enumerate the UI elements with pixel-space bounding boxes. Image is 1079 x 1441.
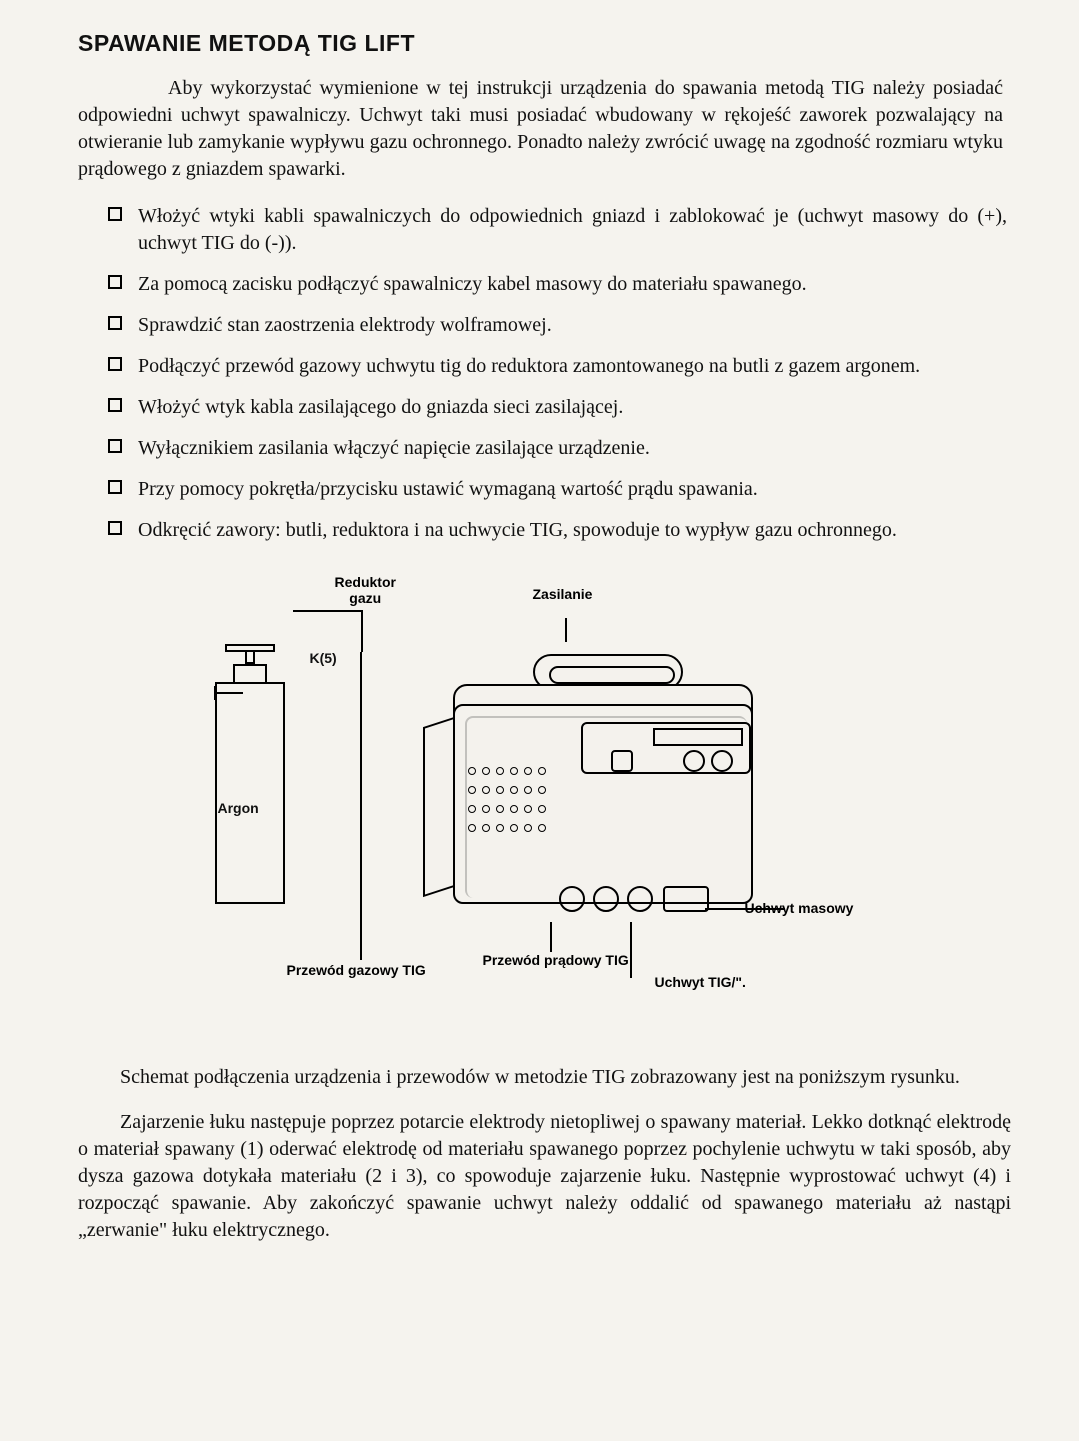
checklist-item: Sprawdzić stan zaostrzenia elektrody wol… — [108, 312, 1007, 339]
gas-hose-line — [360, 652, 362, 960]
checklist-item: Za pomocą zacisku podłączyć spawalniczy … — [108, 271, 1007, 298]
label-uchwyt-tig: Uchwyt TIG/". — [655, 974, 746, 990]
line-reduktor — [293, 610, 361, 612]
caption-paragraph: Schemat podłączenia urządzenia i przewod… — [78, 1064, 1011, 1091]
label-przewod-pradowy: Przewód prądowy TIG — [483, 952, 629, 968]
checklist: Włożyć wtyki kabli spawalniczych do odpo… — [78, 203, 1011, 544]
line-power — [565, 618, 567, 642]
label-reduktor: Reduktor gazu — [335, 574, 396, 606]
line-reduktor — [361, 610, 363, 652]
label-uchwyt-masowy: Uchwyt masowy — [745, 900, 854, 916]
connection-diagram: Reduktor gazu Zasilanie K(5) Argon — [185, 574, 905, 1024]
line-uchwyt-tig — [630, 922, 632, 978]
checklist-item: Wyłącznikiem zasilania włączyć napięcie … — [108, 435, 1007, 462]
checklist-item: Włożyć wtyk kabla zasilającego do gniazd… — [108, 394, 1007, 421]
label-przewod-gazowy: Przewód gazowy TIG — [287, 962, 426, 978]
label-argon: Argon — [218, 800, 259, 816]
checklist-item: Odkręcić zawory: butli, reduktora i na u… — [108, 517, 1007, 544]
document-page: SPAWANIE METODĄ TIG LIFT Aby wykorzystać… — [0, 0, 1079, 1441]
gas-cylinder-icon: Argon — [215, 644, 285, 904]
welder-icon — [423, 644, 763, 924]
checklist-item: Podłączyć przewód gazowy uchwytu tig do … — [108, 353, 1007, 380]
line-przewod-tig — [550, 922, 552, 952]
body-paragraph: Zajarzenie łuku następuje poprzez potarc… — [78, 1109, 1011, 1244]
checklist-item: Włożyć wtyki kabli spawalniczych do odpo… — [108, 203, 1007, 257]
label-zasilanie: Zasilanie — [533, 586, 593, 602]
label-k5: K(5) — [310, 650, 337, 666]
checklist-item: Przy pomocy pokrętła/przycisku ustawić w… — [108, 476, 1007, 503]
intro-paragraph: Aby wykorzystać wymienione w tej instruk… — [78, 75, 1003, 183]
page-title: SPAWANIE METODĄ TIG LIFT — [78, 30, 1011, 57]
